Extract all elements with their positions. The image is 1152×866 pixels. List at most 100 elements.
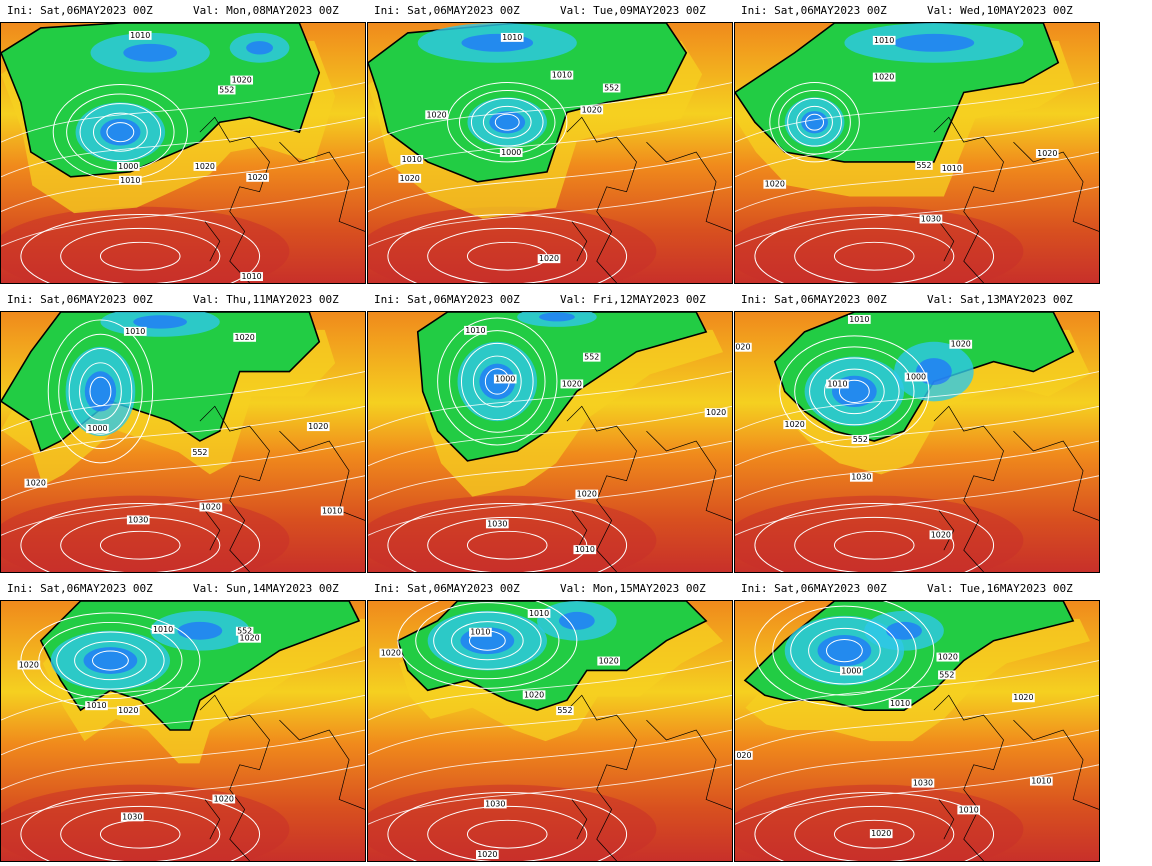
forecast-map: 1010 552 1010 1020 1020 1020 1030 bbox=[734, 22, 1100, 284]
contour-label: 1010 bbox=[552, 71, 572, 80]
init-time: Ini: Sat,06MAY2023 00Z bbox=[7, 4, 153, 17]
contour-label: 1010 bbox=[125, 327, 145, 336]
isobar bbox=[735, 405, 1099, 467]
isobar bbox=[1, 151, 365, 212]
contour-label-bg bbox=[872, 72, 896, 82]
contour-label: 1010 bbox=[130, 31, 150, 40]
panel-4: Ini: Sat,06MAY2023 00Z Val: Thu,11MAY2023… bbox=[0, 289, 366, 577]
contour-label: 1030 bbox=[921, 214, 941, 223]
low-centre bbox=[177, 621, 223, 640]
contour-label: 552 bbox=[916, 161, 931, 170]
contour-label-bg bbox=[123, 326, 147, 336]
contour-label: 1020 bbox=[240, 634, 260, 643]
contour-label: 552 bbox=[192, 448, 207, 457]
contour-label: 020 bbox=[735, 343, 750, 352]
contour-label-bg bbox=[120, 812, 144, 822]
isobar bbox=[826, 639, 863, 663]
isobar bbox=[58, 333, 143, 450]
contour-label-bg bbox=[560, 379, 584, 389]
forecast-map: 1010 552 1020 1020 1010 1020 1020 1030 bbox=[0, 600, 366, 862]
isobar bbox=[735, 660, 1099, 721]
isobar bbox=[415, 602, 560, 680]
isobar bbox=[794, 805, 955, 861]
contour-label: 1000 bbox=[118, 162, 138, 171]
contour-label-bg bbox=[24, 478, 48, 488]
isobar bbox=[1, 405, 365, 467]
valid-time: Val: Mon,08MAY2023 00Z bbox=[193, 4, 339, 17]
contour-label-bg bbox=[949, 339, 973, 349]
contour-label-bg bbox=[469, 627, 492, 637]
contour-label-bg bbox=[826, 379, 849, 389]
contour-label: 1000 bbox=[906, 372, 926, 381]
forecast-map: 1010 552 1000 1020 1020 1020 1030 1010 bbox=[367, 311, 733, 573]
contour-label: 1020 bbox=[577, 490, 597, 499]
init-time: Ini: Sat,06MAY2023 00Z bbox=[374, 293, 520, 306]
contour-label: 1010 bbox=[942, 164, 962, 173]
contour-label: 1010 bbox=[1031, 777, 1051, 786]
isobar bbox=[472, 355, 522, 408]
coastline bbox=[566, 694, 732, 861]
isobar bbox=[735, 82, 1099, 143]
contour-label: 1010 bbox=[827, 379, 847, 388]
isobar bbox=[451, 621, 524, 661]
init-time: Ini: Sat,06MAY2023 00Z bbox=[7, 293, 153, 306]
contour-label-bg bbox=[400, 154, 424, 164]
contour-label: 1030 bbox=[487, 519, 507, 528]
isobar bbox=[397, 601, 578, 689]
init-time: Ini: Sat,06MAY2023 00Z bbox=[741, 293, 887, 306]
contour-label-bg bbox=[957, 805, 981, 815]
contour-label-bg bbox=[86, 424, 109, 434]
contour-label-bg bbox=[597, 656, 621, 666]
coastline bbox=[933, 116, 1099, 283]
panel-header: Ini: Sat,06MAY2023 00Z Val: Fri,12MAY2023… bbox=[367, 289, 733, 311]
contour-label-bg bbox=[199, 502, 223, 512]
contour-label: 1010 bbox=[575, 545, 595, 554]
isobar bbox=[437, 317, 558, 446]
contour-label: 020 bbox=[736, 751, 751, 760]
panel-header: Ini: Sat,06MAY2023 00Z Val: Mon,15MAY2023… bbox=[367, 578, 733, 600]
contour-label-bg bbox=[527, 608, 551, 618]
coastline bbox=[933, 405, 1099, 572]
contour-label: 1030 bbox=[913, 779, 933, 788]
coastline bbox=[199, 694, 365, 861]
isobar bbox=[769, 82, 860, 163]
contour-label-bg bbox=[379, 648, 403, 658]
valid-time: Val: Mon,15MAY2023 00Z bbox=[560, 582, 706, 595]
panel-header: Ini: Sat,06MAY2023 00Z Val: Sun,14MAY2023… bbox=[0, 578, 366, 600]
isobar bbox=[754, 601, 935, 707]
contour-label-bg bbox=[128, 30, 152, 40]
contour-label-bg bbox=[483, 799, 507, 809]
contour-label-bg bbox=[583, 352, 601, 362]
isobar bbox=[735, 729, 1099, 790]
isobar bbox=[470, 97, 544, 147]
panel-header: Ini: Sat,06MAY2023 00Z Val: Wed,10MAY2023… bbox=[734, 0, 1100, 22]
isobar bbox=[92, 650, 129, 671]
contour-label: 1020 bbox=[247, 173, 267, 182]
valid-time: Val: Wed,10MAY2023 00Z bbox=[927, 4, 1073, 17]
contour-label-bg bbox=[116, 706, 140, 716]
contour-label: 1020 bbox=[765, 180, 785, 189]
contour-label-bg bbox=[238, 633, 261, 643]
contour-label: 1000 bbox=[501, 148, 521, 157]
contour-label-bg bbox=[704, 408, 728, 418]
isobar bbox=[60, 805, 221, 861]
contour-label-bg bbox=[735, 342, 752, 352]
isobar bbox=[99, 530, 181, 560]
contour-label-bg bbox=[602, 83, 621, 93]
panel-2: Ini: Sat,06MAY2023 00Z Val: Tue,09MAY2023… bbox=[367, 0, 733, 288]
contour-label: 1010 bbox=[465, 326, 485, 335]
contour-label-bg bbox=[840, 666, 863, 676]
contour-label-bg bbox=[1012, 693, 1035, 703]
contour-label-bg bbox=[550, 70, 574, 80]
contour-label-bg bbox=[425, 110, 448, 120]
forecast-map: 1010 552 1010 1020 1000 1010 1020 1020 1020 bbox=[367, 22, 733, 284]
panel-8: Ini: Sat,06MAY2023 00Z Val: Mon,15MAY2023… bbox=[367, 578, 733, 866]
panel-5: Ini: Sat,06MAY2023 00Z Val: Fri,12MAY2023… bbox=[367, 289, 733, 577]
isobar bbox=[1, 660, 365, 721]
contour-label: 1020 bbox=[201, 502, 221, 511]
contour-label-bg bbox=[116, 161, 140, 171]
contour-label-bg bbox=[398, 173, 422, 183]
isobar bbox=[68, 348, 133, 435]
panel-header: Ini: Sat,06MAY2023 00Z Val: Thu,11MAY2023… bbox=[0, 289, 366, 311]
isobar bbox=[387, 792, 628, 861]
